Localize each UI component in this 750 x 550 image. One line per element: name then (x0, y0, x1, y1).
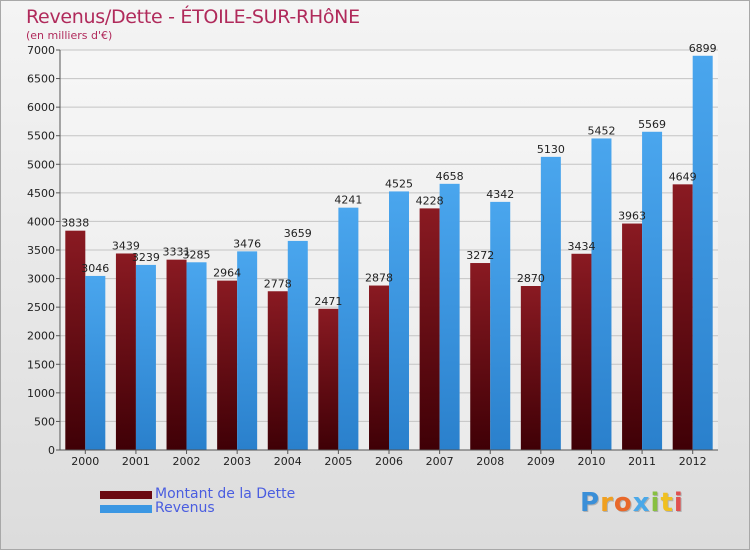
bar-revenue (338, 207, 359, 450)
bar-revenue (237, 251, 258, 450)
bar-revenue (540, 156, 561, 450)
bar-debt (470, 263, 491, 450)
x-tick-label: 2011 (628, 455, 656, 468)
bar-revenue (135, 264, 156, 450)
data-label-revenue: 4658 (436, 170, 464, 183)
bar-debt (571, 253, 592, 450)
y-tick-label: 4000 (27, 215, 55, 228)
bar-revenue (186, 262, 207, 450)
data-label-revenue: 5452 (587, 124, 615, 137)
y-tick-label: 2000 (27, 330, 55, 343)
data-label-revenue: 5569 (638, 118, 666, 131)
data-label-debt: 4649 (669, 170, 697, 183)
bar-debt (369, 285, 389, 450)
y-tick-label: 0 (48, 444, 55, 457)
y-tick-label: 5000 (27, 158, 55, 171)
data-label-revenue: 6899 (689, 42, 717, 55)
bar-debt (115, 253, 136, 450)
x-tick-label: 2006 (375, 455, 403, 468)
y-tick-label: 6500 (27, 73, 55, 86)
data-label-revenue: 3239 (132, 251, 160, 264)
bar-debt (217, 280, 238, 450)
legend-label-revenue: Revenus (155, 500, 215, 516)
chart-subtitle: (en milliers d'€) (26, 29, 113, 42)
data-label-revenue: 3659 (284, 227, 312, 240)
data-label-debt: 2471 (314, 295, 342, 308)
y-tick-label: 2500 (27, 301, 55, 314)
data-label-debt: 2778 (264, 277, 292, 290)
y-tick-label: 1000 (27, 387, 55, 400)
bar-debt (520, 286, 541, 450)
y-tick-label: 6000 (27, 101, 55, 114)
y-tick-label: 3000 (27, 273, 55, 286)
bar-revenue (287, 240, 308, 450)
legend-swatch-revenue (100, 505, 152, 513)
bar-debt (267, 291, 288, 450)
x-tick-label: 2003 (223, 455, 251, 468)
data-label-debt: 2870 (517, 272, 545, 285)
logo-letter: o (613, 488, 633, 518)
bar-revenue (439, 183, 460, 451)
data-label-debt: 2878 (365, 272, 393, 285)
data-label-debt: 3439 (112, 239, 140, 252)
data-label-revenue: 3285 (183, 248, 211, 261)
x-tick-label: 2009 (527, 455, 555, 468)
bar-revenue (85, 275, 106, 450)
legend-label-debt: Montant de la Dette (155, 486, 296, 502)
proxiti-logo: Proxiti (580, 488, 684, 518)
legend-swatch-debt (100, 491, 152, 499)
x-tick-label: 2010 (577, 455, 605, 468)
bar-revenue (591, 138, 612, 450)
bar-revenue (692, 55, 713, 451)
bar-revenue (642, 131, 663, 450)
x-tick-label: 2002 (173, 455, 201, 468)
logo-letter: x (632, 488, 651, 518)
x-tick-label: 2012 (679, 455, 707, 468)
data-label-revenue: 3476 (233, 237, 261, 250)
bar-debt (318, 308, 339, 450)
bar-debt (65, 230, 86, 450)
data-label-debt: 3838 (61, 217, 89, 230)
y-tick-label: 7000 (27, 44, 55, 57)
y-tick-label: 3500 (27, 244, 55, 257)
logo-letter: i (650, 488, 661, 518)
y-tick-label: 5500 (27, 130, 55, 143)
data-label-revenue: 4342 (486, 188, 514, 201)
data-label-revenue: 3046 (81, 262, 109, 275)
data-label-revenue: 5130 (537, 143, 565, 156)
x-tick-label: 2005 (324, 455, 352, 468)
bar-debt (622, 223, 643, 450)
bar-revenue (389, 191, 409, 450)
x-tick-label: 2008 (476, 455, 504, 468)
data-label-debt: 3272 (466, 249, 494, 262)
x-tick-label: 2004 (274, 455, 302, 468)
y-tick-label: 500 (34, 415, 55, 428)
logo-letter: P (580, 488, 601, 518)
logo-letter: r (600, 488, 614, 518)
logo-letter: i (673, 488, 684, 518)
data-label-revenue: 4241 (334, 194, 362, 207)
data-label-debt: 3331 (163, 246, 191, 259)
chart-title: Revenus/Dette - ÉTOILE-SUR-RHôNE (26, 6, 360, 28)
logo-letter: t (660, 488, 674, 518)
x-tick-label: 2001 (122, 455, 150, 468)
data-label-revenue: 4525 (385, 177, 413, 190)
bar-debt (672, 184, 693, 451)
bar-debt (419, 208, 440, 450)
x-tick-label: 2000 (71, 455, 99, 468)
data-label-debt: 3434 (567, 240, 595, 253)
x-tick-label: 2007 (426, 455, 454, 468)
data-label-debt: 4228 (416, 194, 444, 207)
data-label-debt: 2964 (213, 267, 241, 280)
bar-debt (166, 259, 187, 450)
data-label-debt: 3963 (618, 210, 646, 223)
y-tick-label: 4500 (27, 187, 55, 200)
y-tick-label: 1500 (27, 358, 55, 371)
bar-revenue (490, 201, 511, 450)
